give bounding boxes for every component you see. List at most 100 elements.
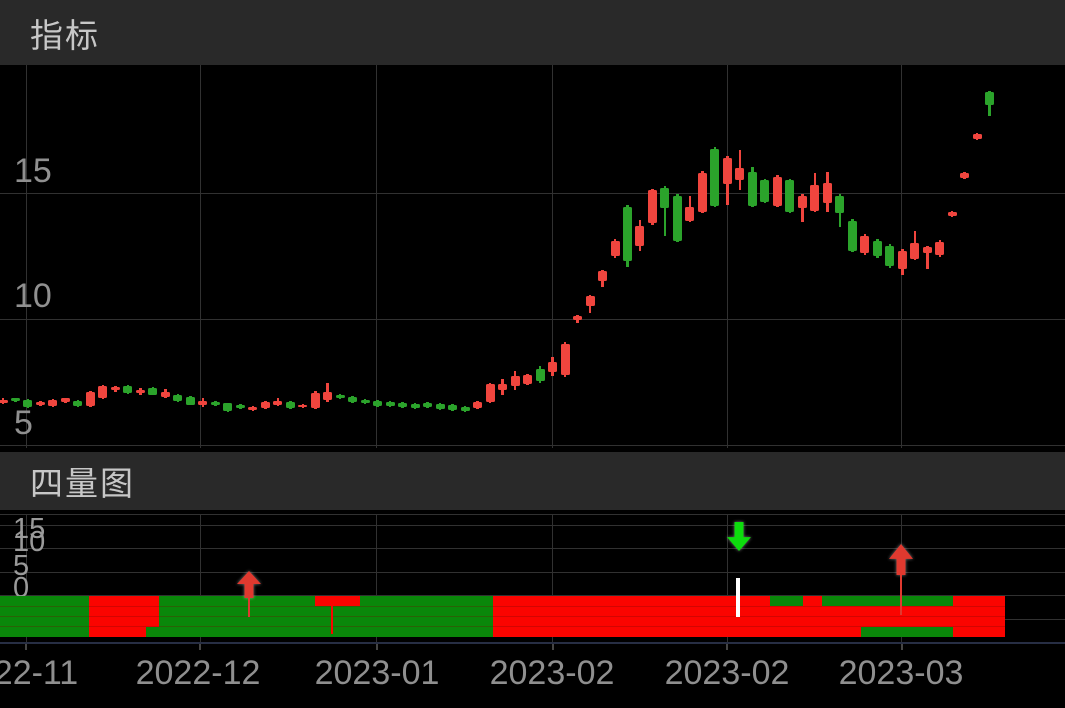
candle-body	[398, 402, 408, 408]
candle-body	[935, 242, 945, 255]
candle-body	[35, 402, 45, 405]
bottom-axis-line	[0, 641, 1065, 644]
candle-body	[173, 394, 183, 401]
strip-row-separator	[0, 605, 1005, 607]
axis-tick	[900, 643, 903, 650]
candle-body	[897, 250, 907, 269]
candle-body	[660, 187, 670, 209]
candle-body	[385, 401, 395, 407]
candle-body	[98, 385, 108, 399]
x-axis-label: 2023-01	[314, 654, 440, 692]
candle-body	[722, 157, 732, 185]
candle-body	[510, 376, 520, 386]
gridline-horizontal	[0, 318, 1065, 320]
strip-row-segment	[89, 606, 159, 617]
strip-row-segment	[0, 616, 89, 627]
signal-arrow-tail	[247, 597, 251, 617]
candle-body	[647, 190, 657, 224]
candle-body	[310, 393, 320, 409]
candle-body	[785, 180, 795, 212]
strip-row-separator	[0, 616, 1005, 617]
candle-body	[672, 195, 682, 241]
gridline-horizontal	[0, 444, 1065, 446]
strip-row-segment	[89, 616, 159, 627]
candle-body	[160, 392, 170, 398]
strip-row-segment	[861, 626, 953, 637]
candle-body	[85, 392, 95, 406]
gridline-vertical	[376, 514, 377, 643]
candle-body	[235, 404, 245, 409]
red-hairline-marker	[330, 596, 334, 634]
sub-y-axis-label: 10	[13, 526, 46, 558]
x-axis-label: 2023-03	[838, 654, 964, 692]
candle-body	[148, 388, 158, 395]
candle-body	[960, 172, 970, 178]
candle-wick	[926, 245, 929, 269]
gridline-vertical	[726, 514, 728, 643]
candle-body	[210, 402, 220, 405]
strip-row-segment	[146, 626, 493, 637]
strip-row-segment	[953, 596, 1005, 607]
candle-body	[110, 387, 120, 391]
strip-row-segment	[360, 596, 493, 607]
volume-panel-header[interactable]: 四量图	[0, 452, 1065, 510]
candle-body	[835, 195, 845, 214]
candle-body	[285, 402, 295, 409]
candle-body	[922, 247, 932, 254]
volume-panel-title: 四量图	[30, 465, 135, 502]
strip-row-segment	[493, 626, 861, 637]
strip-row-segment	[159, 616, 493, 627]
gridline-vertical	[552, 514, 553, 643]
gridline-vertical	[25, 514, 27, 643]
indicator-panel-header[interactable]: 指标	[0, 0, 1065, 65]
sub-y-axis-label: 0	[13, 572, 30, 604]
axis-tick	[199, 643, 201, 650]
strip-row-segment	[315, 596, 360, 607]
candle-body	[822, 182, 832, 204]
indicator-panel-title: 指标	[30, 16, 100, 54]
candle-body	[185, 397, 195, 405]
strip-row-segment	[89, 626, 146, 637]
candle-body	[697, 172, 707, 212]
candle-body	[423, 403, 433, 408]
candle-body	[273, 400, 283, 405]
gridline-vertical	[199, 65, 201, 448]
candle-body	[448, 405, 458, 410]
candle-body	[685, 206, 695, 221]
x-axis-label: 2023-02	[489, 654, 615, 692]
y-axis-label: 5	[14, 404, 33, 442]
strip-row-segment	[0, 606, 89, 617]
candle-body	[498, 383, 508, 391]
sub-y-axis-label: 15	[13, 513, 46, 545]
sell-signal-arrow-down-icon	[727, 522, 751, 551]
subchart-top-border	[0, 513, 1065, 515]
strip-row-separator	[0, 626, 1005, 628]
buy-signal-arrow-up-icon	[889, 544, 913, 575]
candle-body	[972, 133, 982, 139]
candle-body	[135, 389, 145, 394]
candle-body	[260, 402, 270, 409]
candle-body	[460, 406, 470, 411]
strip-row-segment	[493, 606, 1005, 617]
candle-body	[635, 225, 645, 246]
axis-tick	[551, 643, 554, 650]
candle-body	[810, 185, 820, 211]
candle-body	[223, 403, 233, 411]
candle-body	[60, 398, 70, 403]
candle-body	[348, 397, 358, 403]
gridline-vertical	[552, 65, 553, 448]
strip-row-segment	[493, 596, 770, 607]
candle-body	[473, 402, 483, 409]
gridline-horizontal	[0, 571, 1065, 573]
candle-body	[198, 400, 208, 405]
white-marker	[736, 578, 740, 617]
candle-body	[410, 404, 420, 409]
candle-body	[910, 243, 920, 259]
candle-body	[335, 394, 345, 399]
candle-body	[598, 271, 608, 282]
axis-tick	[375, 643, 378, 650]
candle-body	[573, 316, 583, 321]
candle-wick	[663, 186, 667, 236]
candle-body	[23, 399, 33, 408]
